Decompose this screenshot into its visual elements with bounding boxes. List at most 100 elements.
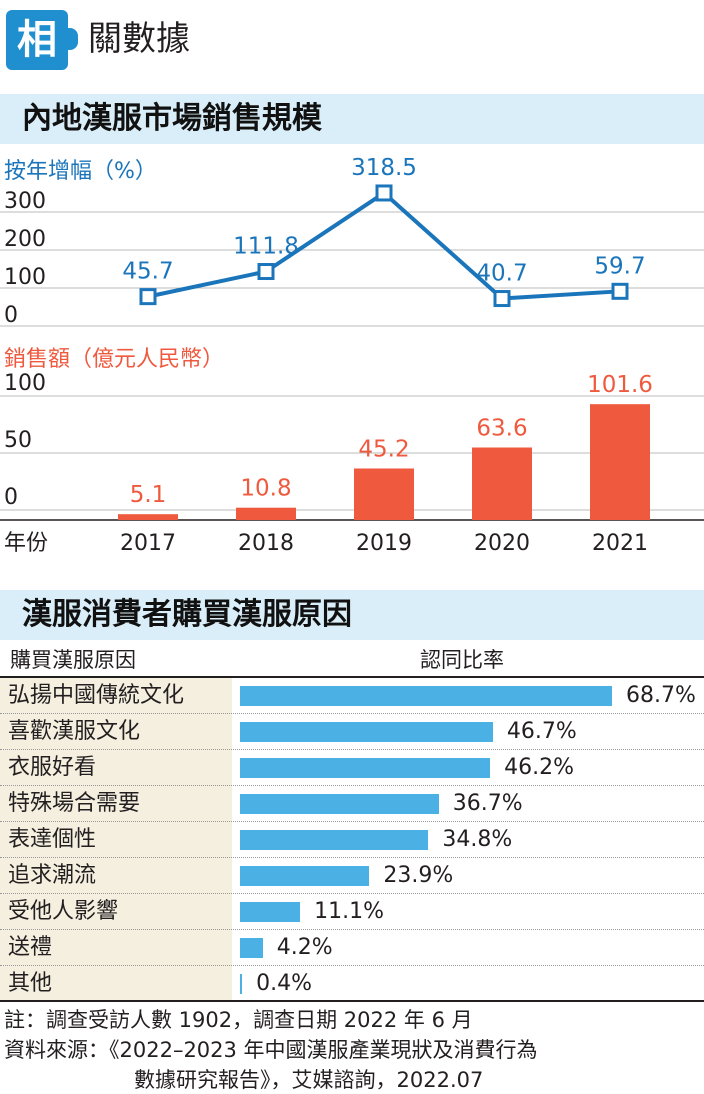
- row-separator: [0, 857, 704, 858]
- row-separator: [0, 821, 704, 822]
- reason-column-header: 購買漢服原因: [10, 648, 136, 672]
- year-axis-title: 年份: [4, 531, 48, 556]
- row-label-background: [0, 750, 232, 786]
- reason-bar: [240, 902, 301, 922]
- reason-value-label: 34.8%: [442, 827, 513, 852]
- growth-data-label: 318.5: [351, 155, 417, 181]
- row-separator: [0, 965, 704, 966]
- growth-tick-label: 100: [4, 265, 46, 290]
- row-separator: [0, 893, 704, 894]
- page-header: 相 關數據: [0, 0, 704, 80]
- reason-label: 表達個性: [8, 827, 97, 852]
- table-row: 表達個性 34.8%: [0, 822, 704, 858]
- reason-value-label: 23.9%: [383, 863, 454, 888]
- table-row: 衣服好看 46.2%: [0, 750, 704, 786]
- sales-bar-chart: 銷售額（億元人民幣） 0 50 100 5.1 2017 10.8 2018 45.2 2019 6…: [0, 347, 704, 556]
- sales-bar: [590, 404, 650, 520]
- year-tick-label: 2019: [356, 531, 412, 556]
- growth-data-label: 111.8: [233, 234, 299, 260]
- reason-value-label: 46.2%: [504, 755, 575, 780]
- section2-title: 漢服消費者購買漢服原因: [22, 597, 352, 632]
- sales-axis-title: 銷售額（億元人民幣）: [4, 347, 224, 372]
- growth-data-label: 45.7: [122, 259, 173, 285]
- year-tick-label: 2020: [474, 531, 530, 556]
- growth-point: [375, 184, 393, 202]
- row-label-background: [0, 966, 232, 1002]
- sales-bar: [472, 447, 532, 520]
- growth-tick-label: 200: [4, 227, 46, 252]
- source-line-2: 數據研究報告》，艾媒諮詢，2022.07: [134, 1068, 484, 1092]
- table-header-rule: [0, 676, 704, 678]
- reason-bar: [240, 794, 439, 814]
- reason-label: 喜歡漢服文化: [8, 719, 141, 744]
- sales-data-label: 63.6: [476, 415, 527, 441]
- sales-bar: [236, 507, 296, 520]
- logo-badge: [6, 10, 68, 70]
- sales-tick-label: 50: [4, 428, 32, 453]
- reason-bar: [240, 974, 243, 994]
- reason-bar: [240, 686, 612, 706]
- reason-value-label: 11.1%: [314, 899, 384, 924]
- reason-label: 受他人影響: [8, 899, 119, 924]
- section1-title: 內地漢服市場銷售規模: [22, 101, 322, 136]
- row-label-background: [0, 894, 232, 930]
- row-label-background: [0, 930, 232, 966]
- table-row: 喜歡漢服文化 46.7%: [0, 714, 704, 750]
- growth-series-line: [147, 190, 621, 301]
- reason-value-label: 36.7%: [452, 791, 523, 816]
- table-row: 弘揚中國傳統文化 68.7%: [0, 678, 704, 714]
- reason-bar: [240, 938, 263, 958]
- reason-label: 弘揚中國傳統文化: [8, 683, 185, 708]
- sales-data-label: 101.6: [587, 372, 653, 398]
- table-bottom-rule: [0, 1000, 704, 1002]
- reason-label: 其他: [8, 971, 53, 996]
- row-label-background: [0, 822, 232, 858]
- source-line-1: 資料來源：《2022–2023 年中國漢服產業現狀及消費行為: [4, 1038, 538, 1062]
- growth-tick-label: 0: [4, 303, 18, 328]
- sales-data-label: 10.8: [240, 476, 291, 502]
- growth-data-label: 40.7: [476, 261, 527, 287]
- table-row: 送禮 4.2%: [0, 930, 704, 966]
- reason-bar: [240, 758, 491, 778]
- sales-bar: [118, 514, 178, 520]
- reason-value-label: 4.2%: [276, 935, 333, 960]
- logo-character: 相: [17, 17, 57, 63]
- growth-point: [493, 290, 511, 308]
- year-tick-label: 2021: [592, 531, 648, 556]
- growth-data-label: 59.7: [594, 253, 645, 279]
- reason-label: 衣服好看: [8, 755, 97, 780]
- row-separator: [0, 785, 704, 786]
- page-title: 關數據: [88, 19, 190, 59]
- reason-bar: [240, 722, 493, 742]
- growth-point: [257, 263, 275, 281]
- table-row: 受他人影響 11.1%: [0, 894, 704, 930]
- row-label-background: [0, 858, 232, 894]
- growth-point: [139, 288, 157, 306]
- rate-column-header: 認同比率: [420, 648, 504, 672]
- year-tick-label: 2018: [238, 531, 294, 556]
- reason-value-label: 68.7%: [626, 683, 696, 708]
- survey-note: 註：調查受訪人數 1902，調查日期 2022 年 6 月: [4, 1008, 473, 1032]
- growth-line-chart: 按年增幅（%） 0 100 200 300 45.7 111.8 318.5 40.7 59.7: [0, 155, 704, 328]
- reason-label: 特殊場合需要: [8, 791, 141, 816]
- section2-band: [0, 590, 704, 640]
- row-label-background: [0, 678, 232, 714]
- sales-bar: [354, 468, 414, 520]
- growth-tick-label: 300: [4, 189, 46, 214]
- table-row: 其他 0.4%: [0, 966, 704, 1002]
- section1-band: [0, 94, 704, 144]
- reason-value-label: 46.7%: [506, 719, 577, 744]
- growth-point: [611, 282, 629, 300]
- row-label-background: [0, 786, 232, 822]
- row-label-background: [0, 714, 232, 750]
- row-separator: [0, 713, 704, 714]
- reason-bar: [240, 866, 370, 886]
- reason-bar: [240, 830, 429, 850]
- reason-label: 追求潮流: [8, 863, 97, 888]
- sales-tick-label: 100: [4, 371, 46, 396]
- row-separator: [0, 929, 704, 930]
- year-tick-label: 2017: [120, 531, 176, 556]
- sales-data-label: 45.2: [358, 436, 409, 462]
- row-separator: [0, 749, 704, 750]
